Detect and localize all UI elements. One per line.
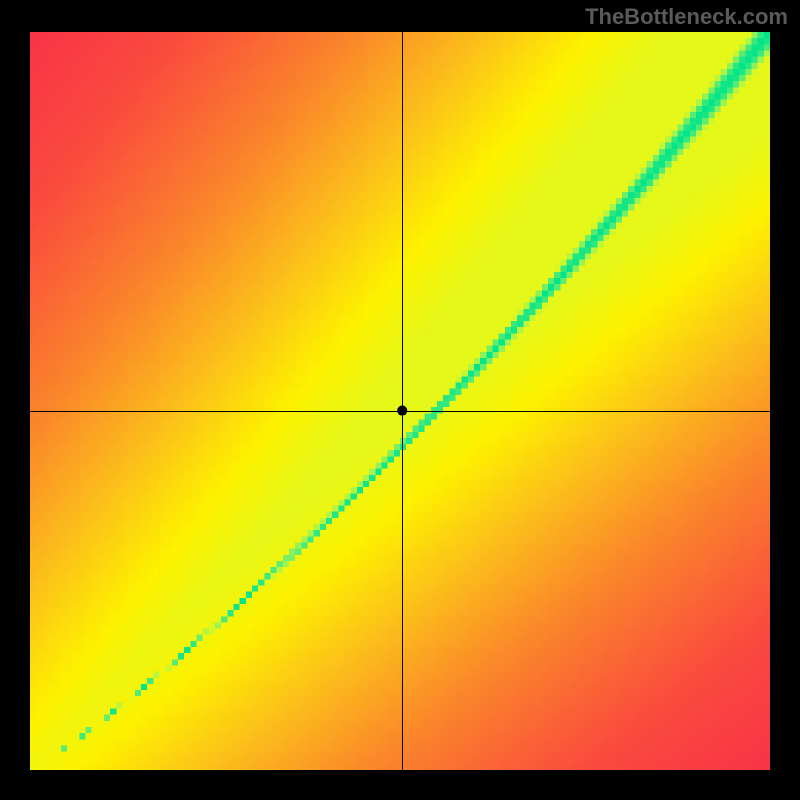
watermark-text: TheBottleneck.com: [585, 4, 788, 30]
chart-container: TheBottleneck.com: [0, 0, 800, 800]
crosshair-overlay: [30, 32, 770, 770]
